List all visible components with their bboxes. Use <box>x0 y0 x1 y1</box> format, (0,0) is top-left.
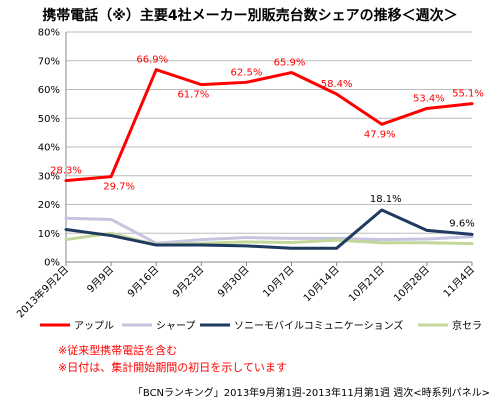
legend: アップル シャープ ソニーモバイルコミュニケーションズ 京セラ <box>40 319 482 332</box>
y-tick-label: 80% <box>38 28 60 39</box>
y-tick-label: 70% <box>38 56 60 67</box>
series-line-1 <box>64 216 474 245</box>
data-label: 66.9% <box>136 55 168 66</box>
data-label: 65.9% <box>274 58 306 69</box>
x-tick-label: 2013年9月2日 <box>14 263 71 320</box>
data-label: 29.7% <box>103 182 135 193</box>
data-label: 53.4% <box>413 93 445 104</box>
y-tick-label: 0% <box>44 258 60 269</box>
y-tick-label: 30% <box>38 171 60 182</box>
legend-label-1: シャープ <box>156 320 195 332</box>
data-label: 61.7% <box>177 90 209 101</box>
y-tick-label: 20% <box>38 200 60 211</box>
x-tick-label: 10月28日 <box>391 264 432 305</box>
data-labels: 28.3% 29.7% 66.9% 61.7% 62.5% 65.9% 58.4% 47.9%… <box>50 55 484 230</box>
data-label: 55.1% <box>452 89 484 100</box>
grid <box>65 31 473 266</box>
note-1: ※従来型携帯電話を含む <box>58 343 177 357</box>
data-label: 58.4% <box>321 79 353 90</box>
data-label: 28.3% <box>50 166 82 177</box>
data-label: 18.1% <box>370 194 402 205</box>
y-tick-label: 60% <box>38 85 60 96</box>
x-tick-label: 9月30日 <box>215 264 251 300</box>
source-text: 「BCNランキング」2013年9月第1週-2013年11月第1週 週次<時系列パ… <box>133 386 490 399</box>
x-tick-label: 9月16日 <box>125 264 161 300</box>
data-label: 47.9% <box>364 129 396 140</box>
series-line-0 <box>64 68 474 183</box>
chart-title: 携帯電話（※）主要4社メーカー別販売台数シェアの推移＜週次＞ <box>42 7 457 24</box>
note-2: ※日付は、集計開始期間の初日を示しています <box>58 360 287 374</box>
data-label: 9.6% <box>449 218 474 229</box>
x-tick-label: 11月4日 <box>441 264 477 300</box>
x-tick-label: 10月7日 <box>261 264 297 300</box>
series-line-2 <box>64 208 474 250</box>
series-group <box>64 68 474 250</box>
x-tick-label: 9月23日 <box>170 264 206 300</box>
legend-label-0: アップル <box>74 320 114 332</box>
x-tick-label: 9月9日 <box>85 264 117 296</box>
y-tick-label: 40% <box>38 143 60 154</box>
y-tick-label: 50% <box>38 114 60 125</box>
x-tick-label: 10月14日 <box>301 264 342 305</box>
data-label: 62.5% <box>231 67 263 78</box>
y-axis: 0% 10% 20% 30% 40% 50% 60% 70% 80% <box>38 28 60 269</box>
legend-label-3: 京セラ <box>452 319 482 332</box>
x-tick-label: 10月21日 <box>346 264 387 305</box>
y-tick-label: 10% <box>38 229 60 240</box>
legend-label-2: ソニーモバイルコミュニケーションズ <box>234 319 403 332</box>
x-axis: 2013年9月2日 9月9日 9月16日 9月23日 9月30日 10月7日 10月14日 1… <box>14 263 477 320</box>
